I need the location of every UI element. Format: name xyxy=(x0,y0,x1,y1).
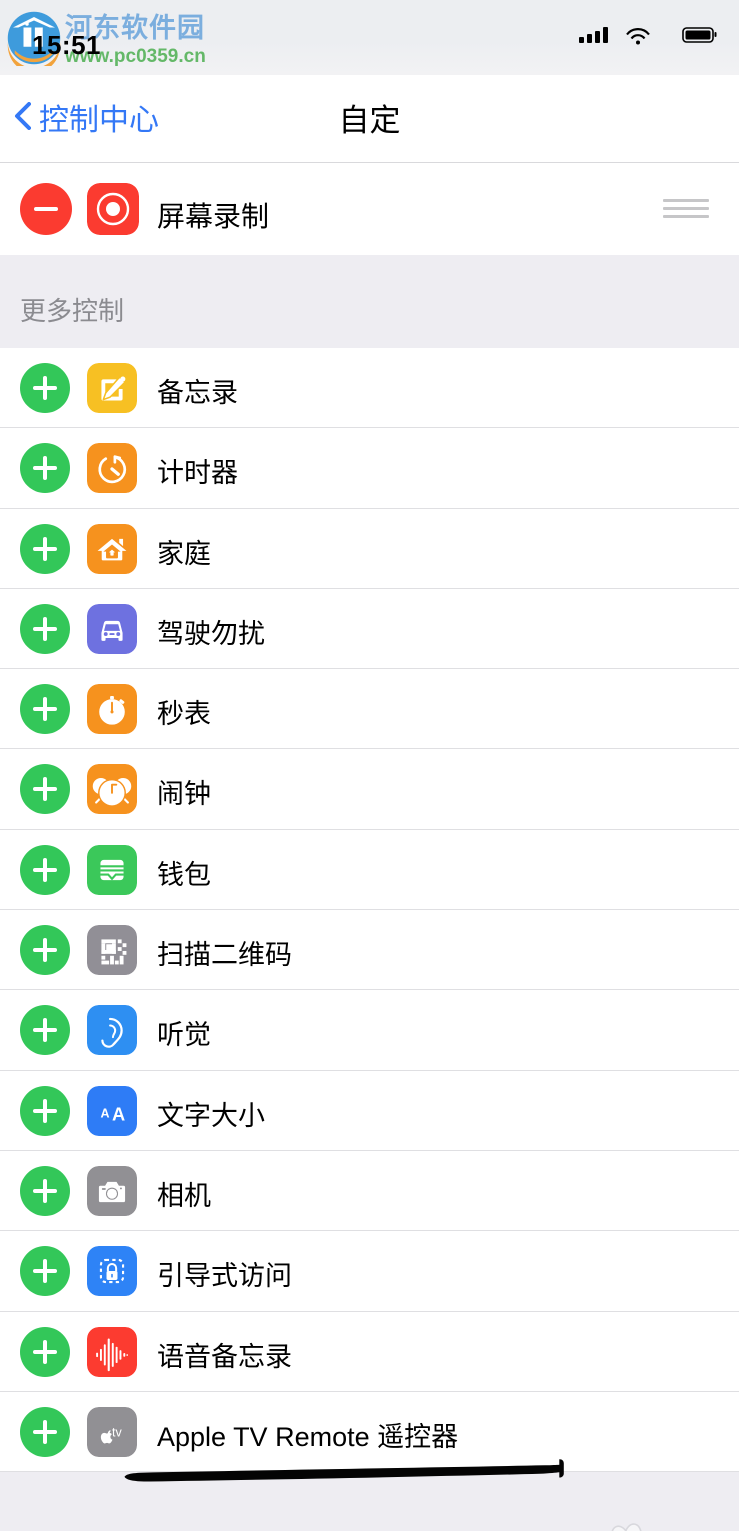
svg-text:A: A xyxy=(100,1106,109,1120)
svg-text:A: A xyxy=(112,1103,125,1124)
svg-text:tv: tv xyxy=(112,1425,122,1439)
